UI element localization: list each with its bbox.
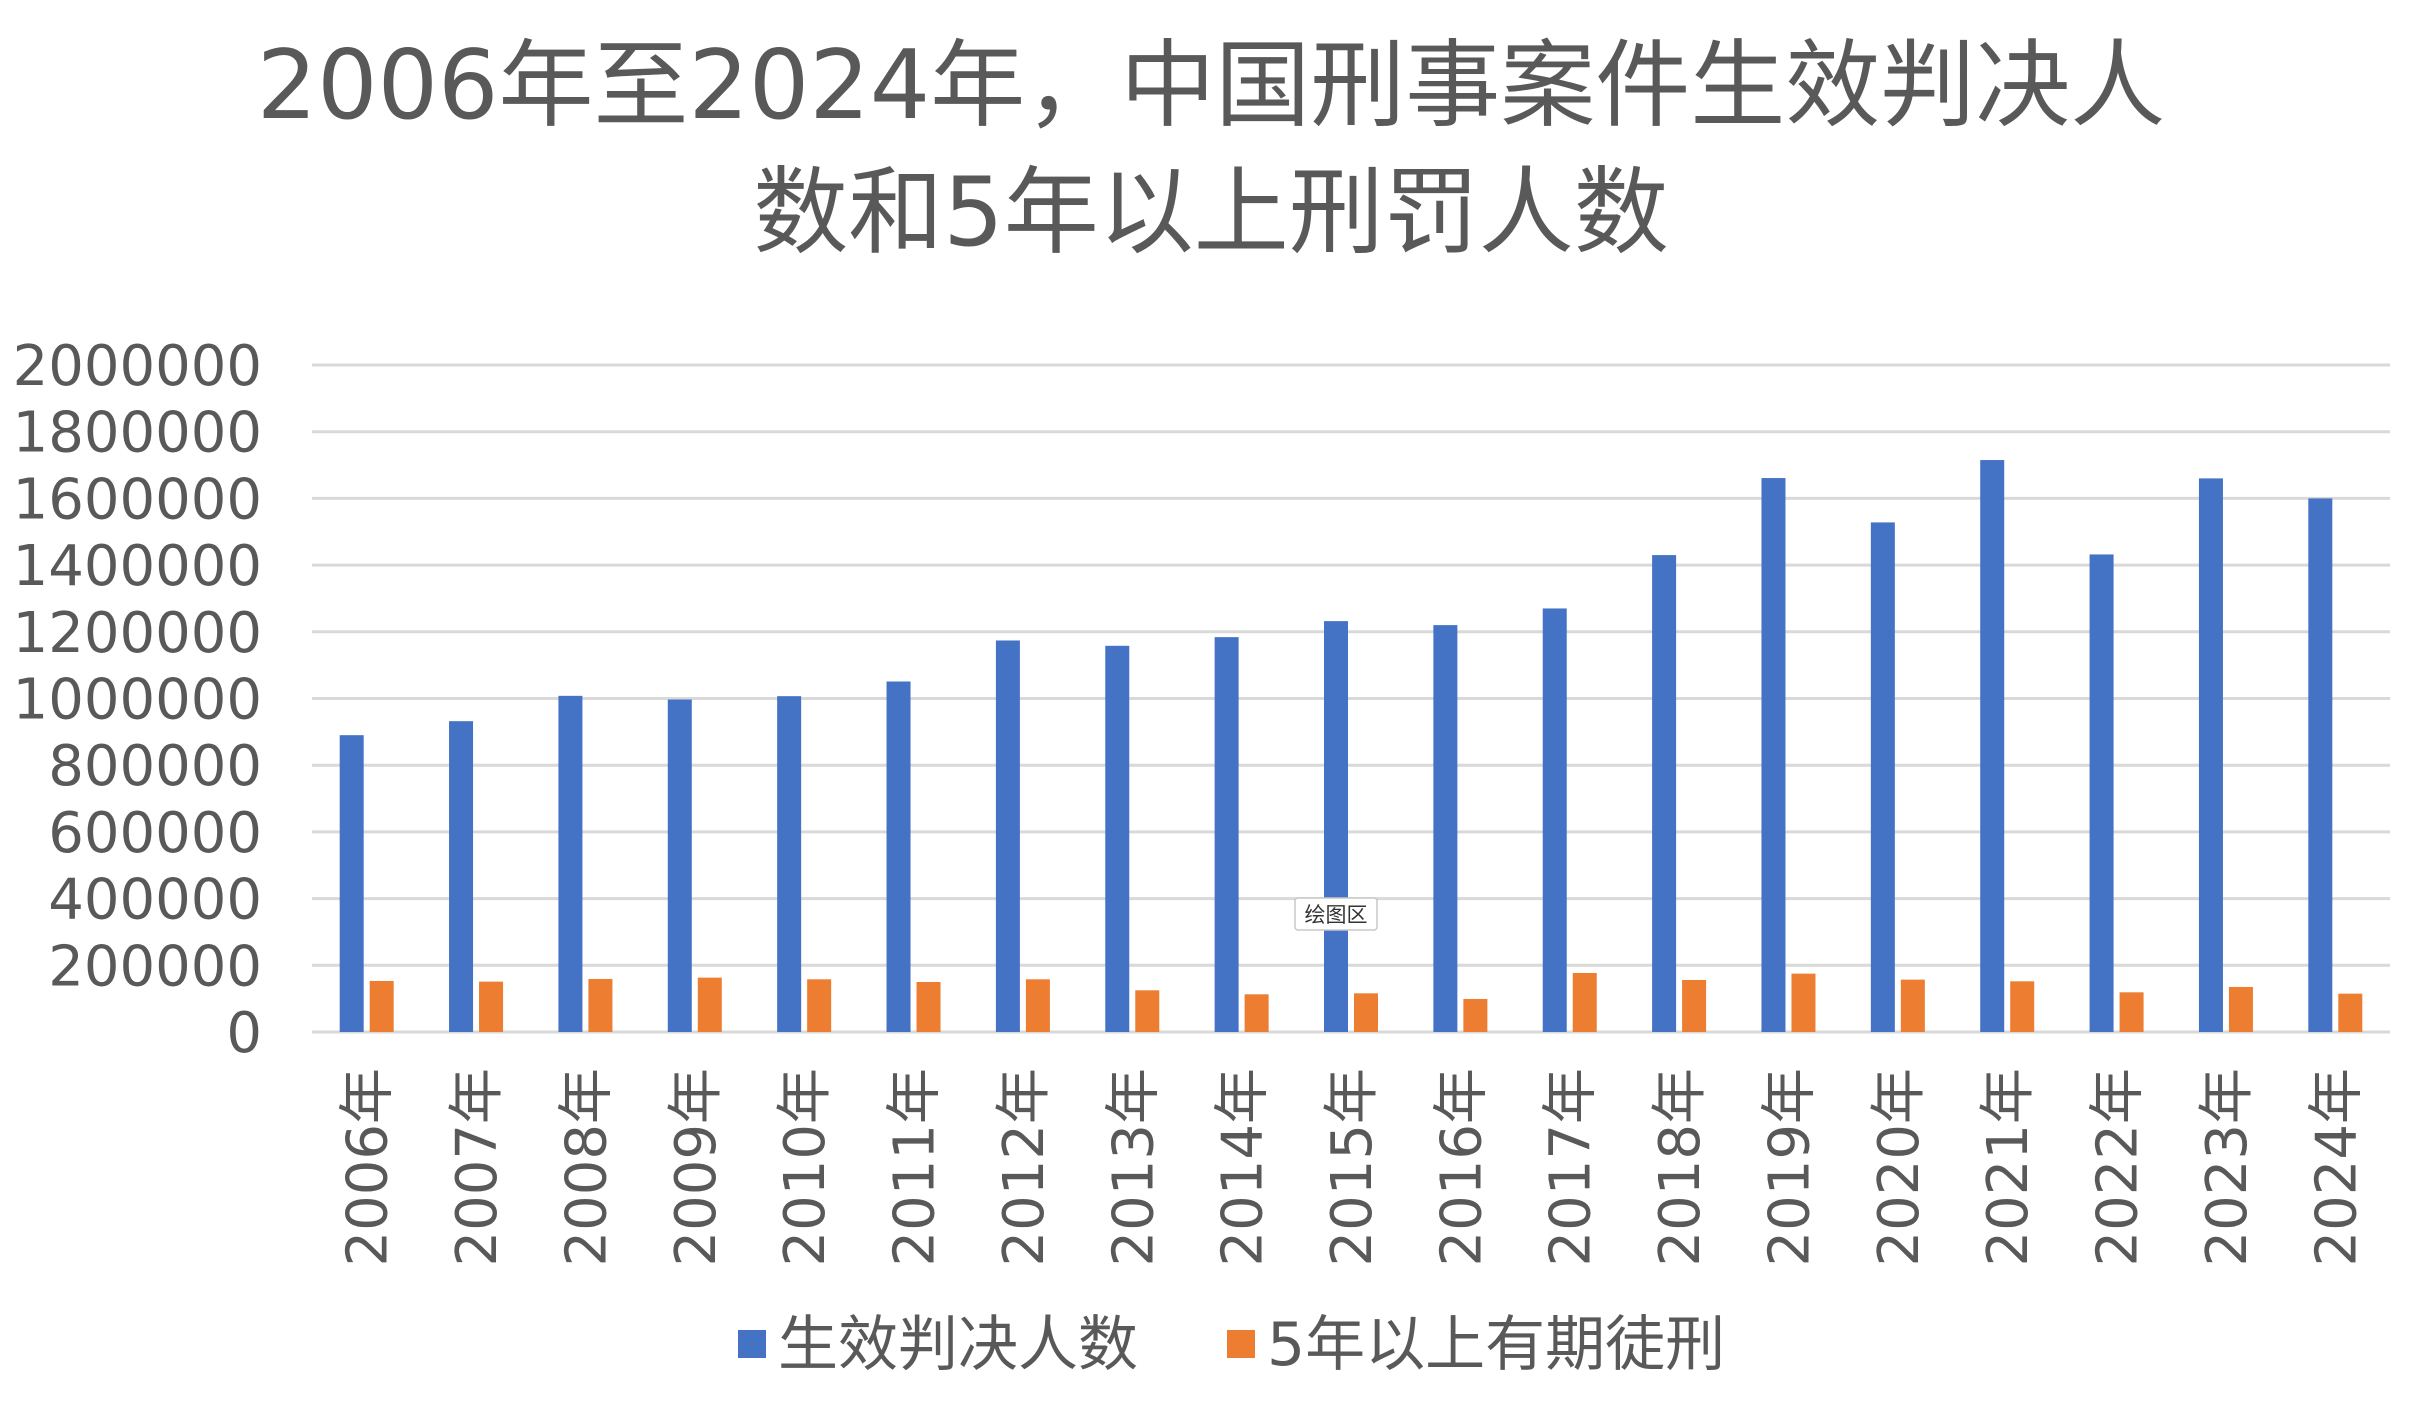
bar-series-2 xyxy=(2228,986,2253,1032)
bar-series-2 xyxy=(916,981,941,1032)
bar-series-1 xyxy=(1214,637,1239,1032)
bar-series-1 xyxy=(449,721,474,1032)
y-tick-label: 400000 xyxy=(48,868,262,933)
x-tick-label: 2021年 xyxy=(1976,1068,2041,1267)
chart-title: 2006年至2024年，中国刑事案件生效判决人 数和5年以上刑罚人数 xyxy=(257,31,2166,268)
x-tick-label: 2014年 xyxy=(1211,1068,1276,1267)
gridlines xyxy=(312,363,2390,1034)
x-tick-label: 2023年 xyxy=(2195,1068,2260,1267)
legend: 生效判决人数 5年以上有期徒刑 xyxy=(738,1310,1725,1380)
y-tick-label: 800000 xyxy=(48,734,262,799)
y-tick-label: 1200000 xyxy=(13,601,262,666)
bar-series-1 xyxy=(886,681,911,1032)
x-axis-tick-labels: 2006年 2007年 2008年 2009年 2010年 2011年 2012年 2013年… xyxy=(336,1068,2370,1267)
x-tick-label: 2020年 xyxy=(1867,1068,1932,1267)
chart-title-line-2: 数和5年以上刑罚人数 xyxy=(753,158,1668,268)
chart-title-line-1: 2006年至2024年，中国刑事案件生效判决人 xyxy=(257,31,2166,141)
x-tick-label: 2022年 xyxy=(2086,1068,2151,1267)
bar-series-2 xyxy=(588,978,613,1032)
bar-series-1 xyxy=(1980,460,2005,1032)
bar-series-1 xyxy=(2308,498,2333,1032)
bar-series-1 xyxy=(777,696,802,1032)
bar-series-2 xyxy=(1025,979,1050,1032)
bar-series-1 xyxy=(2089,554,2114,1032)
y-axis-tick-labels: 0200000400000600000800000100000012000001… xyxy=(13,334,262,1066)
bar-series-1 xyxy=(339,735,364,1032)
y-tick-label: 1600000 xyxy=(13,467,262,532)
x-tick-label: 2011年 xyxy=(883,1068,948,1267)
bar-series-2 xyxy=(1244,994,1269,1032)
bar-series-1 xyxy=(1542,608,1567,1032)
y-tick-label: 1800000 xyxy=(13,401,262,466)
x-tick-label: 2016年 xyxy=(1429,1068,1494,1267)
y-tick-label: 1000000 xyxy=(13,668,262,733)
x-tick-label: 2018年 xyxy=(1648,1068,1713,1267)
bar-series-1 xyxy=(995,640,1020,1032)
x-tick-label: 2008年 xyxy=(554,1068,619,1267)
x-tick-label: 2009年 xyxy=(664,1068,729,1267)
bar-series-2 xyxy=(1354,993,1378,1032)
x-tick-label: 2007年 xyxy=(445,1068,510,1267)
legend-swatch-series-2 xyxy=(1227,1330,1255,1358)
legend-label-series-2: 5年以上有期徒刑 xyxy=(1267,1310,1725,1380)
bar-series-2 xyxy=(1900,979,1925,1032)
bar-series-1 xyxy=(667,699,692,1032)
bar-series-2 xyxy=(1682,979,1707,1032)
bar-series-2 xyxy=(479,981,504,1032)
x-tick-label: 2010年 xyxy=(773,1068,838,1267)
y-tick-label: 2000000 xyxy=(13,334,262,399)
bar-series-1 xyxy=(558,695,583,1032)
tooltip-label: 绘图区 xyxy=(1305,903,1368,927)
bar-series-2 xyxy=(2010,981,2035,1032)
bar-series-2 xyxy=(1463,998,1488,1032)
y-tick-label: 200000 xyxy=(48,934,262,999)
bar-series-1 xyxy=(1761,478,1786,1032)
legend-swatch-series-1 xyxy=(738,1330,766,1358)
y-tick-label: 1400000 xyxy=(13,534,262,599)
bar-series-1 xyxy=(1870,522,1895,1032)
bar-series-1 xyxy=(1652,555,1677,1032)
bar-series-2 xyxy=(697,977,722,1032)
tooltip-box xyxy=(1294,897,1378,931)
bar-series-2 xyxy=(1572,972,1597,1032)
bar-series-2 xyxy=(807,979,832,1032)
bar-series-2 xyxy=(2338,993,2363,1032)
bar-series-2 xyxy=(1135,990,1160,1032)
y-tick-label: 600000 xyxy=(48,801,262,866)
bar-series-2 xyxy=(2119,992,2144,1032)
x-tick-label: 2012年 xyxy=(992,1068,1057,1267)
bar-series-1 xyxy=(1105,645,1130,1032)
bar-series-2 xyxy=(369,980,394,1032)
bar-series-1 xyxy=(1433,625,1458,1032)
bar-series-1 xyxy=(1324,621,1348,1032)
bars xyxy=(339,460,2363,1032)
x-tick-label: 2024年 xyxy=(2304,1068,2369,1267)
x-tick-label: 2013年 xyxy=(1101,1068,1166,1267)
x-tick-label: 2006年 xyxy=(336,1068,401,1267)
bar-series-1 xyxy=(2198,478,2223,1032)
plot-area-tooltip: 绘图区 xyxy=(1294,897,1378,931)
x-tick-label: 2019年 xyxy=(1757,1068,1822,1267)
bar-series-2 xyxy=(1791,973,1816,1032)
x-tick-label: 2017年 xyxy=(1539,1068,1604,1267)
legend-label-series-1: 生效判决人数 xyxy=(778,1310,1138,1380)
x-tick-label: 2015年 xyxy=(1320,1068,1385,1267)
y-tick-label: 0 xyxy=(226,1001,262,1066)
